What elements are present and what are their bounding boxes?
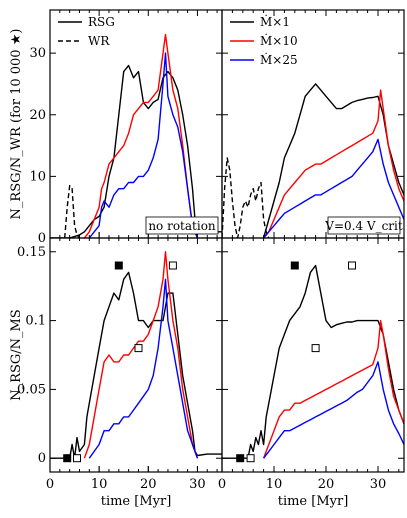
series-line <box>263 89 404 238</box>
open-square-marker <box>168 261 177 270</box>
series-line <box>50 271 222 459</box>
series-line <box>50 64 222 238</box>
open-square-marker <box>246 454 255 463</box>
x-tick-label: 10 <box>91 477 108 492</box>
series-line <box>88 52 199 238</box>
panel-curves <box>222 261 404 463</box>
series-line <box>88 278 199 459</box>
y-tick-label: 0.05 <box>17 382 46 397</box>
x-tick-label: 0 <box>218 477 226 492</box>
y-tick-label: 0.15 <box>17 245 46 260</box>
y-tick-label: 10 <box>29 169 46 184</box>
open-square-marker <box>134 344 143 353</box>
series-line <box>83 251 199 459</box>
panel-curves <box>222 83 404 238</box>
legend-label: RSG <box>88 15 115 29</box>
panel-note: no rotation <box>148 219 216 233</box>
y-axis-label: N_RSG/N_MS <box>9 309 24 400</box>
open-square-marker <box>348 261 356 270</box>
panel-curves <box>50 251 222 463</box>
panel-curves <box>50 33 222 238</box>
series-line <box>64 184 81 238</box>
y-tick-label: 0 <box>38 451 46 466</box>
x-axis-label: time [Myr] <box>101 494 172 509</box>
panel-frame <box>49 237 223 473</box>
panels: 0 10 20 30 N_RSG/N_WR (for 10 000 ★) RSG WR no … <box>9 9 405 509</box>
panel-note-box <box>327 216 401 235</box>
panel-note: V=0.4 V_crit <box>324 219 403 233</box>
series-line <box>222 264 404 459</box>
x-tick-label: 20 <box>318 477 335 492</box>
x-tick-label: 20 <box>140 477 157 492</box>
panel-bottom-left: 0 0.05 0.1 0.15 0 10 20 30 time [Myr] N_RSG/N_MS <box>9 237 223 509</box>
y-axis-label: N_RSG/N_WR (for 10 000 ★) <box>9 29 24 220</box>
series-line <box>263 361 404 459</box>
series-line <box>263 138 404 238</box>
legend-label: Ṁ×1 <box>260 14 290 29</box>
legend-label: WR <box>88 34 110 48</box>
panel-bottom-right: 0 10 20 30 time [Myr] <box>218 237 405 509</box>
legend-label: Ṁ×10 <box>260 33 298 48</box>
panel-note-box <box>145 216 219 235</box>
panel-frame <box>221 237 405 473</box>
x-tick-label: 30 <box>189 477 206 492</box>
y-tick-label: 0.1 <box>25 314 46 329</box>
panel-top-right: Ṁ×1 Ṁ×10 Ṁ×25 V=0.4 V_crit <box>221 9 405 239</box>
series-line <box>222 157 270 238</box>
panel-frame <box>49 9 223 239</box>
open-square-marker <box>73 454 81 463</box>
y-tick-label: 20 <box>29 108 46 123</box>
y-tick-label: 30 <box>29 46 46 61</box>
filled-square-marker <box>63 454 72 463</box>
x-tick-label: 30 <box>370 477 387 492</box>
open-square-marker <box>311 344 320 353</box>
filled-square-marker <box>236 454 245 463</box>
y-tick-label: 0 <box>38 231 46 246</box>
x-tick-label: 10 <box>266 477 283 492</box>
panel-top-left: 0 10 20 30 N_RSG/N_WR (for 10 000 ★) RSG WR no … <box>9 9 223 246</box>
series-line <box>262 319 404 459</box>
legend-label: Ṁ×25 <box>260 52 298 67</box>
x-axis-label: time [Myr] <box>278 494 349 509</box>
series-line <box>83 33 199 238</box>
filled-square-marker <box>114 261 123 270</box>
x-tick-label: 0 <box>46 477 54 492</box>
series-line <box>262 83 404 238</box>
filled-square-marker <box>290 261 299 270</box>
